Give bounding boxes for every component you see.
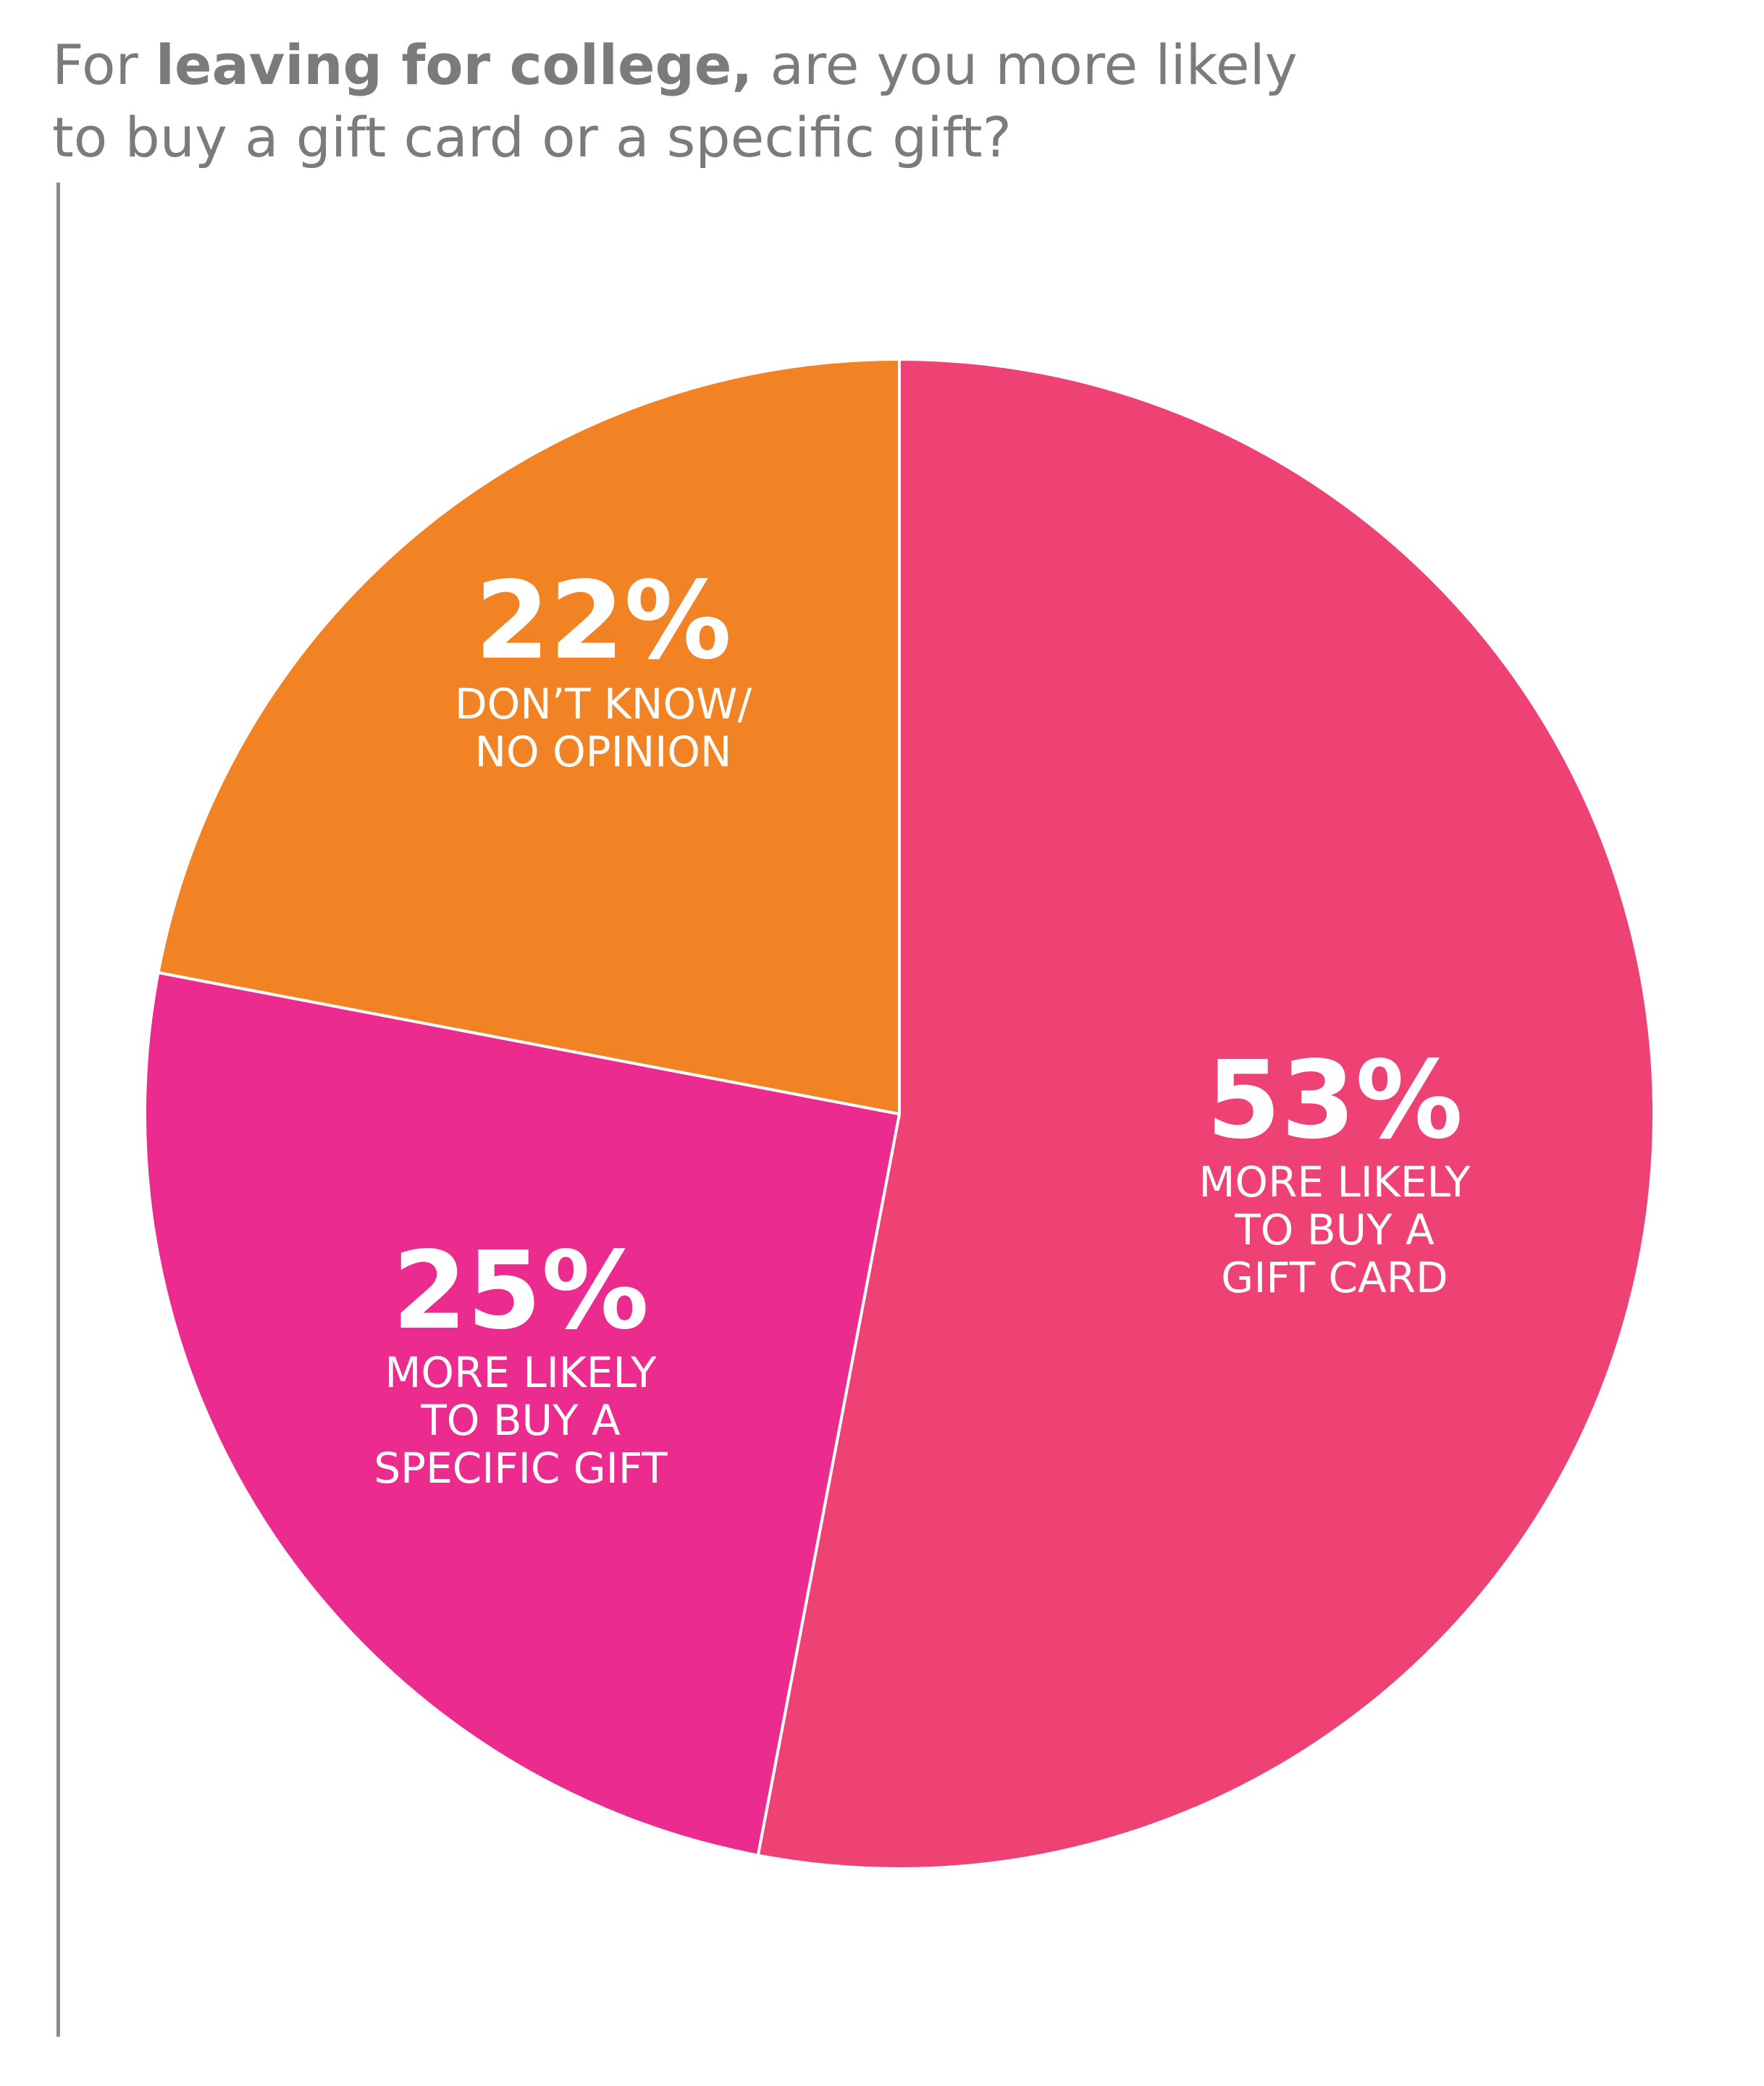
vertical-divider: [56, 183, 60, 2037]
slice-category-label: TO BUY A: [420, 1396, 621, 1445]
slice-category-label: GIFT CARD: [1221, 1253, 1448, 1302]
title-part2: are you more likely: [752, 33, 1298, 97]
slice-category-label: MORE LIKELY: [1198, 1157, 1471, 1207]
slice-category-label: DON’T KNOW/: [455, 679, 752, 729]
pie-slice-2: [143, 971, 901, 1857]
slice-value-label: 53%: [1206, 1038, 1463, 1163]
pie-slice-3: [156, 358, 901, 1115]
chart-title: For leaving for college, are you more li…: [52, 29, 1645, 174]
slice-category-label: SPECIFIC GIFT: [374, 1444, 668, 1493]
title-bold-phrase: leaving for college,: [155, 33, 753, 97]
title-line2: to buy a gift card or a specific gift?: [52, 105, 1012, 169]
slice-value-label: 25%: [392, 1228, 649, 1353]
title-part1: For: [52, 33, 156, 97]
slice-category-label: NO OPINION: [475, 727, 732, 776]
slice-value-label: 22%: [475, 558, 731, 683]
slice-category-label: TO BUY A: [1234, 1205, 1435, 1254]
slice-category-label: MORE LIKELY: [385, 1348, 657, 1397]
pie-slice-1: [756, 358, 1656, 1870]
